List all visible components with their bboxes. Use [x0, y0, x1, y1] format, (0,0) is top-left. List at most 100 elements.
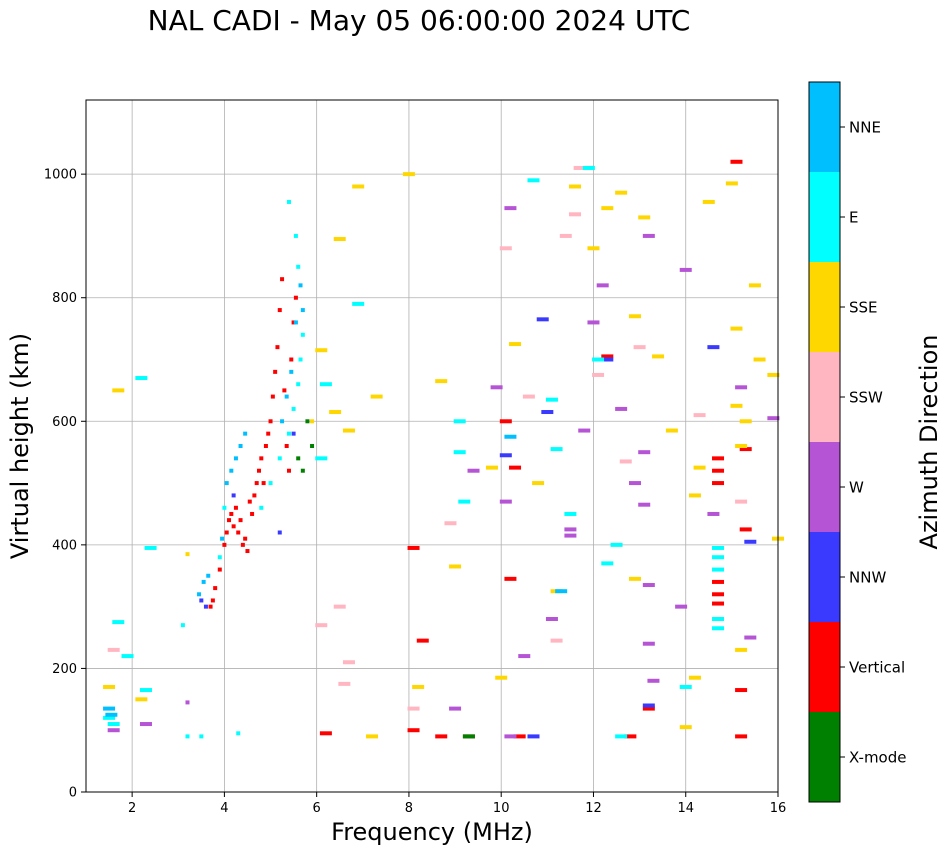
data-point-vertical — [435, 734, 448, 739]
data-point-sse — [412, 684, 425, 689]
data-point-sse — [185, 552, 190, 557]
data-point-nne — [103, 706, 116, 711]
data-point-nne — [224, 481, 229, 486]
data-point-sse — [628, 314, 641, 319]
data-point-vertical — [208, 604, 213, 609]
data-point-ssw — [444, 521, 457, 526]
data-point-e — [458, 499, 471, 504]
data-point-vertical — [252, 493, 257, 498]
colorbar-segment — [809, 172, 840, 262]
data-point-e — [107, 722, 120, 727]
data-point-ssw — [333, 604, 346, 609]
data-point-x-mode — [310, 444, 315, 448]
data-point-sse — [310, 419, 315, 424]
data-point-e — [259, 505, 264, 510]
data-point-vertical — [286, 468, 291, 473]
data-point-ssw — [522, 394, 535, 399]
data-point-e — [144, 545, 157, 550]
data-point-vertical — [319, 731, 332, 736]
x-tick-label: 4 — [220, 801, 228, 816]
y-tick-label: 400 — [52, 538, 77, 553]
data-point-ssw — [735, 499, 748, 504]
data-point-vertical — [509, 465, 522, 470]
x-tick-label: 8 — [405, 801, 413, 816]
colorbar-tick-label: Vertical — [849, 659, 905, 677]
data-point-nne — [280, 419, 285, 424]
data-point-sse — [735, 647, 748, 652]
data-point-nnw — [277, 530, 282, 535]
data-point-sse — [329, 410, 342, 415]
data-point-vertical — [273, 369, 278, 374]
data-point-e — [527, 178, 540, 183]
data-point-w — [504, 206, 517, 211]
data-point-ssw — [107, 647, 120, 652]
data-point-w — [587, 320, 600, 325]
data-point-sse — [615, 190, 628, 195]
y-tick-label: 800 — [52, 291, 77, 306]
data-point-sse — [688, 493, 701, 498]
data-point-vertical — [739, 527, 752, 532]
colorbar-tick-label: SSE — [849, 299, 878, 317]
data-point-nnw — [642, 703, 655, 708]
data-point-nne — [233, 456, 238, 461]
data-point-sse — [315, 348, 328, 353]
data-point-nnw — [231, 493, 236, 498]
data-point-e — [236, 731, 241, 736]
data-point-vertical — [257, 468, 261, 473]
data-point-vertical — [712, 601, 725, 606]
colorbar-tick-label: SSW — [849, 389, 883, 407]
data-point-e — [550, 447, 563, 452]
data-point-nne — [201, 579, 206, 584]
y-axis-label: Virtual height (km) — [6, 333, 34, 559]
data-point-e — [121, 654, 134, 659]
x-tick-label: 6 — [313, 801, 321, 816]
data-point-ssw — [569, 212, 582, 217]
data-point-vertical — [222, 542, 227, 547]
data-point-e — [679, 684, 692, 689]
data-point-sse — [735, 444, 748, 448]
data-point-e — [180, 623, 185, 628]
data-point-w — [638, 502, 651, 507]
data-point-sse — [135, 697, 148, 702]
data-point-x-mode — [462, 734, 475, 739]
data-point-w — [628, 481, 641, 486]
data-point-nnw — [541, 410, 554, 415]
colorbar-segment — [809, 622, 840, 712]
data-point-e — [319, 382, 332, 387]
data-point-sse — [435, 379, 448, 384]
data-point-e — [298, 357, 303, 362]
data-point-vertical — [240, 542, 245, 547]
data-point-e — [139, 688, 152, 693]
data-point-sse — [366, 734, 379, 739]
data-point-sse — [739, 419, 752, 424]
data-point-sse — [628, 576, 641, 581]
data-point-vertical — [254, 481, 259, 486]
data-point-nnw — [707, 345, 720, 350]
data-point-vertical — [213, 586, 218, 591]
data-point-sse — [753, 357, 766, 362]
data-point-vertical — [282, 388, 287, 393]
data-point-x-mode — [300, 468, 305, 473]
colorbar-tick-label: NNW — [849, 569, 886, 587]
data-point-sse — [495, 675, 508, 680]
data-point-w — [578, 428, 591, 433]
data-point-e — [453, 419, 466, 424]
data-point-w — [638, 450, 651, 455]
data-point-e — [564, 511, 577, 516]
data-point-sse — [730, 326, 743, 331]
colorbar-tick-label: E — [849, 209, 858, 227]
data-point-sse — [767, 372, 780, 377]
data-point-nne — [300, 308, 305, 313]
data-point-e — [592, 357, 605, 362]
data-point-sse — [693, 465, 706, 470]
data-point-sse — [103, 684, 116, 689]
data-points-layer — [103, 159, 784, 739]
data-point-e — [217, 555, 222, 560]
x-axis-label: Frequency (MHz) — [331, 818, 533, 846]
data-point-e — [352, 301, 365, 306]
data-point-sse — [652, 354, 665, 359]
colorbar-tick-label: NNE — [849, 119, 881, 137]
data-point-sse — [748, 283, 761, 288]
chart-title: NAL CADI - May 05 06:00:00 2024 UTC — [147, 4, 691, 37]
data-point-e — [615, 734, 628, 739]
